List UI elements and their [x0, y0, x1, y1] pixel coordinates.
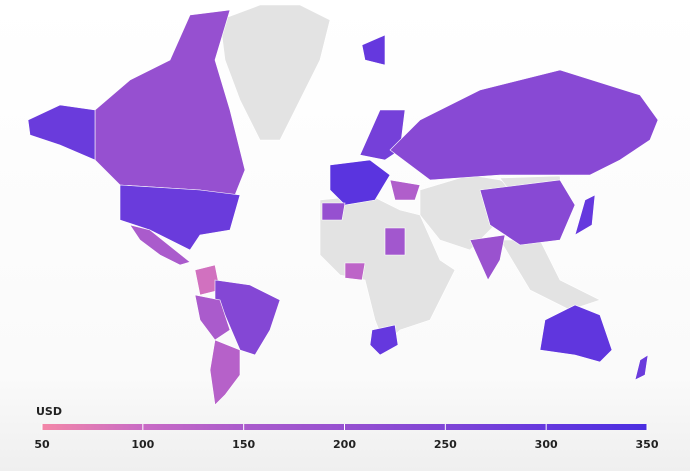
legend-segment	[344, 424, 446, 430]
legend-tick-label: 100	[131, 438, 154, 451]
legend-tick-label: 250	[434, 438, 457, 451]
legend-segment	[142, 424, 244, 430]
legend: 50 100 150 200 250 300 350	[34, 424, 659, 451]
country	[209, 339, 241, 406]
land	[219, 4, 331, 141]
regions	[27, 9, 659, 406]
country	[194, 294, 231, 341]
country	[344, 262, 366, 281]
country	[321, 202, 346, 221]
legend-segment	[243, 424, 345, 430]
country	[361, 34, 386, 66]
country	[634, 354, 649, 381]
legend-tick-label: 150	[232, 438, 255, 451]
legend-tick-label: 200	[333, 438, 356, 451]
country	[384, 227, 406, 256]
legend-title: USD	[36, 405, 62, 418]
legend-segment	[445, 424, 547, 430]
legend-tick-label: 50	[34, 438, 50, 451]
country	[389, 69, 659, 181]
country	[329, 159, 391, 206]
country	[27, 104, 241, 251]
country	[129, 224, 191, 266]
country	[369, 324, 399, 356]
country	[469, 234, 506, 281]
legend-segment	[546, 424, 647, 430]
country	[574, 194, 596, 236]
country	[479, 179, 576, 246]
land	[319, 194, 456, 346]
legend-tick-label: 300	[535, 438, 558, 451]
legend-segment	[42, 424, 143, 430]
country	[389, 179, 421, 201]
legend-tick-label: 350	[636, 438, 659, 451]
country	[539, 304, 613, 363]
